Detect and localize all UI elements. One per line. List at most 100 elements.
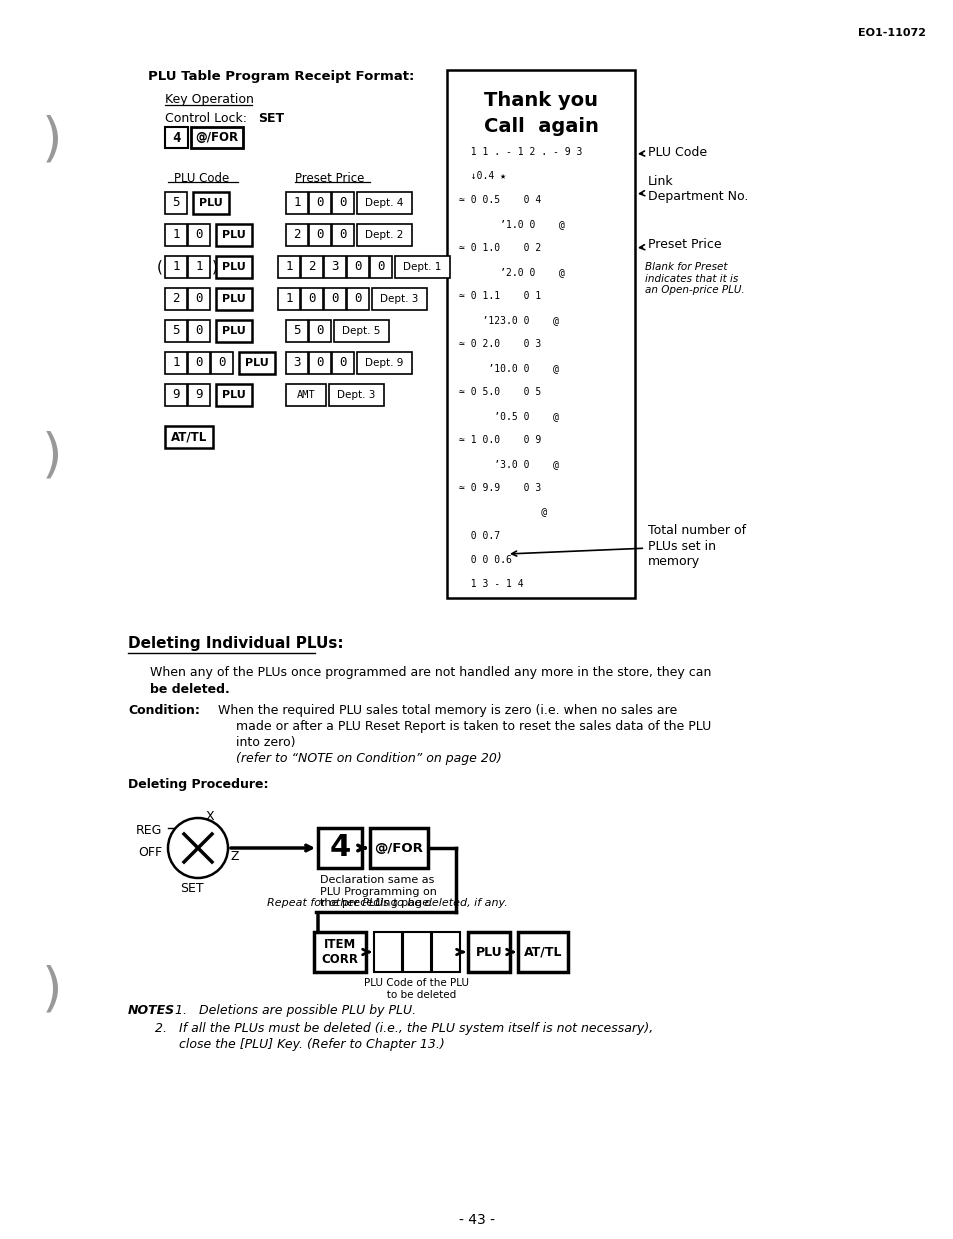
Text: 0 0.7: 0 0.7 [458, 532, 499, 541]
Text: 3: 3 [331, 260, 338, 274]
FancyBboxPatch shape [370, 256, 392, 278]
Text: PLU Code of the PLU
   to be deleted: PLU Code of the PLU to be deleted [364, 978, 469, 1000]
FancyBboxPatch shape [188, 287, 210, 310]
FancyBboxPatch shape [468, 932, 510, 973]
Text: 1.   Deletions are possible PLU by PLU.: 1. Deletions are possible PLU by PLU. [174, 1004, 416, 1017]
FancyBboxPatch shape [193, 192, 229, 214]
Text: PLU: PLU [222, 390, 246, 400]
Text: 1: 1 [172, 260, 179, 274]
FancyBboxPatch shape [165, 384, 187, 406]
Text: 0: 0 [195, 325, 203, 337]
Text: AT/TL: AT/TL [523, 945, 561, 959]
Text: 1 1 . - 1 2 . - 9 3: 1 1 . - 1 2 . - 9 3 [458, 147, 581, 157]
FancyBboxPatch shape [286, 320, 308, 342]
FancyBboxPatch shape [395, 256, 450, 278]
FancyBboxPatch shape [215, 256, 252, 278]
Text: be deleted.: be deleted. [150, 683, 230, 696]
FancyBboxPatch shape [374, 932, 401, 973]
Text: PLU: PLU [222, 294, 246, 304]
FancyBboxPatch shape [286, 352, 308, 374]
FancyBboxPatch shape [239, 352, 274, 374]
Text: 0: 0 [354, 260, 361, 274]
FancyBboxPatch shape [314, 932, 366, 973]
FancyBboxPatch shape [324, 256, 346, 278]
Text: 0: 0 [195, 357, 203, 369]
Text: Link
Department No.: Link Department No. [639, 175, 747, 203]
Text: @: @ [458, 507, 547, 517]
FancyBboxPatch shape [215, 224, 252, 247]
Text: ): ) [42, 430, 62, 482]
Text: NOTES: NOTES [128, 1004, 175, 1017]
Text: Dept. 5: Dept. 5 [342, 326, 380, 336]
Text: 2: 2 [293, 228, 300, 242]
Text: REG: REG [135, 824, 162, 838]
Text: Condition:: Condition: [128, 704, 200, 717]
Text: PLU: PLU [222, 230, 246, 240]
Text: Declaration same as
PLU Programming on
the preceding page.: Declaration same as PLU Programming on t… [319, 875, 436, 908]
FancyBboxPatch shape [447, 69, 635, 598]
Text: ≃ 0 1.1    0 1: ≃ 0 1.1 0 1 [458, 291, 540, 301]
Text: close the [PLU] Key. (Refer to Chapter 13.): close the [PLU] Key. (Refer to Chapter 1… [154, 1038, 444, 1051]
FancyBboxPatch shape [188, 384, 210, 406]
Text: Preset Price: Preset Price [639, 238, 720, 250]
Text: Dept. 9: Dept. 9 [365, 358, 403, 368]
FancyBboxPatch shape [286, 224, 308, 247]
Text: OFF: OFF [138, 846, 162, 859]
Text: PLU Code: PLU Code [639, 145, 706, 159]
Text: 0: 0 [354, 292, 361, 306]
Text: 1: 1 [285, 292, 293, 306]
Text: Dept. 3: Dept. 3 [380, 294, 418, 304]
FancyBboxPatch shape [370, 828, 428, 869]
Text: ≃ 0 0.5    0 4: ≃ 0 0.5 0 4 [458, 195, 540, 204]
Text: 1: 1 [195, 260, 203, 274]
Text: SET: SET [180, 882, 203, 895]
Text: When the required PLU sales total memory is zero (i.e. when no sales are: When the required PLU sales total memory… [218, 704, 677, 717]
FancyBboxPatch shape [309, 352, 331, 374]
Text: 0: 0 [315, 357, 323, 369]
Text: 2.   If all the PLUs must be deleted (i.e., the PLU system itself is not necessa: 2. If all the PLUs must be deleted (i.e.… [154, 1022, 653, 1035]
FancyBboxPatch shape [402, 932, 431, 973]
Text: - 43 -: - 43 - [458, 1213, 495, 1227]
Text: Key Operation: Key Operation [165, 93, 253, 107]
Text: PLU: PLU [199, 198, 223, 208]
Text: When any of the PLUs once programmed are not handled any more in the store, they: When any of the PLUs once programmed are… [150, 667, 711, 679]
FancyBboxPatch shape [215, 384, 252, 406]
Text: ): ) [42, 965, 62, 1017]
FancyBboxPatch shape [301, 256, 323, 278]
Text: 1: 1 [285, 260, 293, 274]
Text: 9: 9 [172, 389, 179, 401]
Text: 2: 2 [172, 292, 179, 306]
FancyBboxPatch shape [188, 224, 210, 247]
FancyBboxPatch shape [347, 287, 369, 310]
Text: 1 3 - 1 4: 1 3 - 1 4 [458, 579, 523, 589]
Text: 1: 1 [293, 197, 300, 209]
Text: 3: 3 [293, 357, 300, 369]
Text: ’123.0 0    @: ’123.0 0 @ [458, 315, 558, 325]
FancyBboxPatch shape [277, 287, 299, 310]
Text: Thank you: Thank you [483, 90, 598, 109]
Text: 0 0 0.6: 0 0 0.6 [458, 555, 512, 565]
FancyBboxPatch shape [309, 192, 331, 214]
Text: 0: 0 [195, 228, 203, 242]
FancyBboxPatch shape [188, 352, 210, 374]
Text: 0: 0 [331, 292, 338, 306]
Text: 0: 0 [315, 325, 323, 337]
FancyBboxPatch shape [165, 256, 187, 278]
FancyBboxPatch shape [165, 320, 187, 342]
FancyBboxPatch shape [356, 352, 412, 374]
Text: AMT: AMT [296, 390, 315, 400]
FancyBboxPatch shape [372, 287, 427, 310]
Text: 4: 4 [172, 130, 180, 145]
Text: Total number of
PLUs set in
memory: Total number of PLUs set in memory [511, 524, 745, 567]
FancyBboxPatch shape [301, 287, 323, 310]
FancyBboxPatch shape [211, 352, 233, 374]
FancyBboxPatch shape [324, 287, 346, 310]
Text: 9: 9 [195, 389, 203, 401]
Text: ≃ 0 2.0    0 3: ≃ 0 2.0 0 3 [458, 339, 540, 349]
Text: ≃ 0 5.0    0 5: ≃ 0 5.0 0 5 [458, 387, 540, 396]
Text: @/FOR: @/FOR [195, 131, 238, 144]
Text: ≃ 1 0.0    0 9: ≃ 1 0.0 0 9 [458, 435, 540, 445]
Text: 0: 0 [339, 357, 346, 369]
Text: 0: 0 [195, 292, 203, 306]
Text: ): ) [212, 259, 217, 275]
